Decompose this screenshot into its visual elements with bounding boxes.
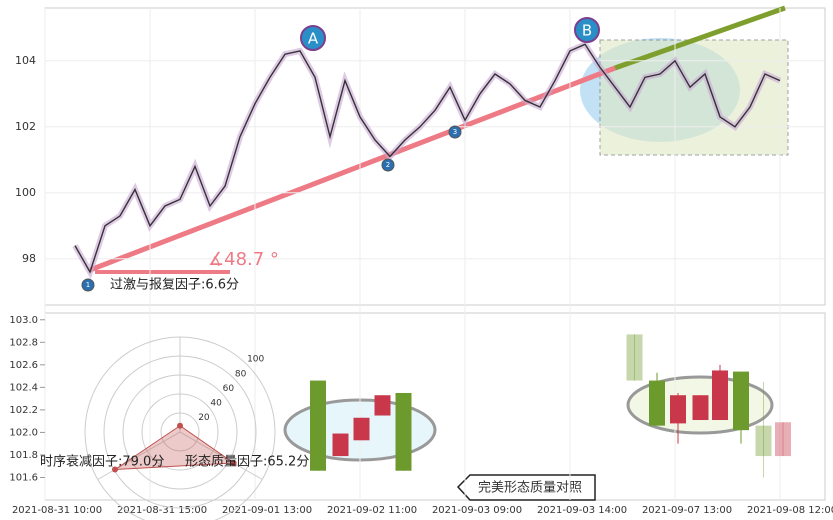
angle-label: ∡48.7 ° <box>208 249 279 270</box>
x-tick-label: 2021-08-31 15:00 <box>117 505 207 516</box>
radar-tick-label: 60 <box>223 384 235 394</box>
candle-body <box>649 380 665 426</box>
wave-marker <box>448 125 462 139</box>
factor-label: 形态质量因子:65.2分 <box>185 455 309 470</box>
radar-point <box>112 466 119 473</box>
radar-point <box>230 459 237 466</box>
trend-extension <box>614 5 786 71</box>
y-tick-label: 102.0 <box>9 427 38 438</box>
x-tick-label: 2021-09-08 12:00 <box>747 505 833 516</box>
wave-label: 1 <box>86 281 90 289</box>
candle-body <box>626 334 643 381</box>
candle-body <box>692 395 709 421</box>
y-tick-label: 102.6 <box>9 360 38 371</box>
radar-point <box>177 422 183 429</box>
wave-marker <box>574 17 600 43</box>
radar-spoke <box>179 431 263 480</box>
y-tick-label: 103.0 <box>9 315 38 326</box>
radar-spoke <box>97 431 181 480</box>
x-tick-label: 2021-09-03 14:00 <box>537 505 627 516</box>
callout-text: 完美形态质量对照 <box>478 481 582 496</box>
x-tick-label: 2021-09-03 09:00 <box>432 505 522 516</box>
radar-tick-label: 80 <box>235 369 247 379</box>
wave-label: 3 <box>453 128 457 136</box>
candle-body <box>712 370 728 421</box>
x-tick-label: 2021-09-02 11:00 <box>327 505 417 516</box>
y-tick-label: 104 <box>15 54 36 67</box>
candle-body <box>310 380 326 471</box>
radar-tick-label: 100 <box>247 355 264 365</box>
candle-body <box>755 425 772 457</box>
y-tick-label: 101.8 <box>9 450 38 461</box>
candle-body <box>395 392 412 471</box>
x-tick-label: 2021-09-07 13:00 <box>642 505 732 516</box>
y-tick-label: 98 <box>22 252 36 265</box>
wave-marker <box>81 278 95 292</box>
y-tick-label: 102 <box>15 120 36 133</box>
y-tick-label: 102.8 <box>9 337 38 348</box>
wave-label: B <box>582 22 592 40</box>
wave-marker <box>381 158 395 172</box>
wave-marker <box>300 25 326 51</box>
y-tick-label: 102.2 <box>9 405 38 416</box>
x-tick-label: 2021-08-31 10:00 <box>12 505 102 516</box>
radar-tick-label: 20 <box>198 413 210 423</box>
y-tick-label: 100 <box>15 186 36 199</box>
y-tick-label: 101.6 <box>9 472 38 483</box>
highlight-box <box>599 39 789 156</box>
y-tick-label: 102.4 <box>9 382 38 393</box>
candle-body <box>670 395 686 424</box>
factor-label: 时序衰减因子:79.0分 <box>40 454 164 470</box>
x-tick-label: 2021-09-01 13:00 <box>222 505 312 516</box>
candle-body <box>353 417 370 441</box>
candle-body <box>332 433 349 457</box>
wave-label: A <box>308 30 319 48</box>
wave-label: 2 <box>386 161 390 169</box>
callout: 完美形态质量对照 <box>456 474 596 501</box>
line <box>74 43 781 274</box>
radar-area <box>113 425 236 471</box>
candle-body <box>733 371 749 431</box>
candle-body <box>775 422 791 457</box>
candle-body <box>374 395 391 416</box>
factor-label: 过激与报复因子:6.6分 <box>110 278 239 293</box>
radar-tick-label: 40 <box>210 398 222 408</box>
